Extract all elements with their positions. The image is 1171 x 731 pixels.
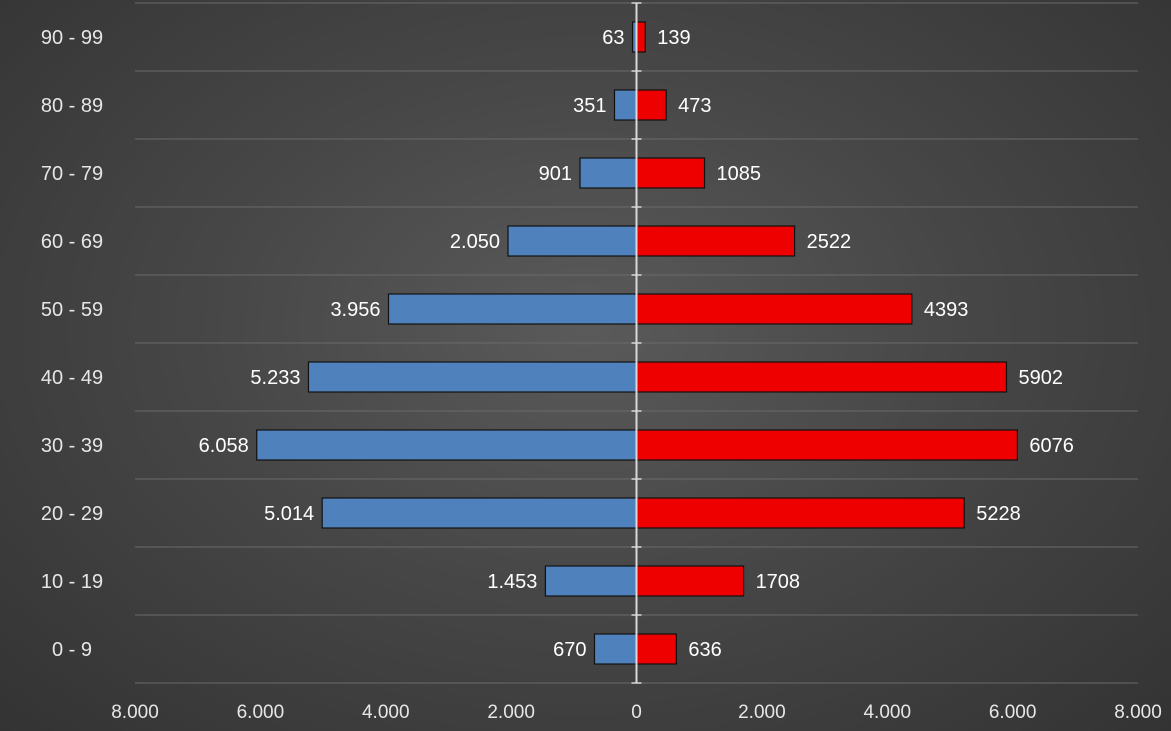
category-labels: 0 - 9 10 - 19 20 - 29 30 - 39 40 - 49 50 - 59…: [41, 27, 103, 661]
right-bar: [635, 497, 965, 529]
right-bar: [635, 293, 913, 325]
data-label: 5.233: [250, 367, 300, 389]
category-label: 70 - 79: [41, 163, 103, 185]
category-label: 90 - 99: [41, 27, 103, 49]
data-label: 473: [678, 95, 711, 117]
right-bar: [635, 633, 677, 665]
category-label: 20 - 29: [41, 503, 103, 525]
category-label: 50 - 59: [41, 299, 103, 321]
x-tick-label: 2.000: [738, 702, 786, 723]
data-label: 2522: [807, 231, 852, 253]
data-label: 6076: [1029, 435, 1074, 457]
data-label: 636: [688, 639, 721, 661]
category-label: 30 - 39: [41, 435, 103, 457]
data-label: 139: [657, 27, 690, 49]
right-bar: [635, 361, 1008, 393]
data-label: 1085: [717, 163, 762, 185]
left-bar: [307, 361, 638, 393]
bars: [256, 21, 1018, 665]
left-bar: [507, 225, 638, 257]
category-label: 80 - 89: [41, 95, 103, 117]
data-label: 1.453: [487, 571, 537, 593]
left-bar: [579, 157, 638, 189]
data-label: 5228: [976, 503, 1021, 525]
data-label: 2.050: [450, 231, 500, 253]
right-bar: [635, 89, 667, 121]
right-bar: [635, 565, 745, 597]
x-tick-label: 6.000: [237, 702, 285, 723]
left-bar: [321, 497, 638, 529]
x-tick-label: 4.000: [863, 702, 911, 723]
x-tick-label: 4.000: [362, 702, 410, 723]
category-label: 10 - 19: [41, 571, 103, 593]
data-label: 901: [539, 163, 572, 185]
x-tick-label: 2.000: [487, 702, 535, 723]
category-label: 60 - 69: [41, 231, 103, 253]
value-labels: 670 1.453 5.014 6.058 5.233 3.956 2.050 901 351 6…: [199, 27, 1074, 661]
x-tick-label: 0: [631, 702, 642, 723]
category-label: 0 - 9: [52, 639, 92, 661]
data-label: 63: [602, 27, 624, 49]
left-bar: [256, 429, 638, 461]
right-bar: [635, 157, 706, 189]
center-axis: [631, 2, 642, 684]
data-label: 351: [573, 95, 606, 117]
data-label: 670: [553, 639, 586, 661]
left-bar: [387, 293, 638, 325]
left-bar: [544, 565, 638, 597]
data-label: 1708: [756, 571, 801, 593]
category-label: 40 - 49: [41, 367, 103, 389]
data-label: 4393: [924, 299, 969, 321]
x-tick-label: 8.000: [1114, 702, 1162, 723]
x-tick-labels: 8.000 6.000 4.000 2.000 0 2.000 4.000 6.000 8.00…: [111, 702, 1162, 723]
data-label: 5.014: [264, 503, 314, 525]
x-tick-label: 8.000: [111, 702, 159, 723]
x-tick-label: 6.000: [989, 702, 1037, 723]
data-label: 3.956: [330, 299, 380, 321]
data-label: 6.058: [199, 435, 249, 457]
right-bar: [635, 225, 796, 257]
left-bar: [613, 89, 638, 121]
left-bar: [593, 633, 638, 665]
right-bar: [635, 429, 1018, 461]
right-bar: [635, 21, 646, 53]
data-label: 5902: [1018, 367, 1063, 389]
